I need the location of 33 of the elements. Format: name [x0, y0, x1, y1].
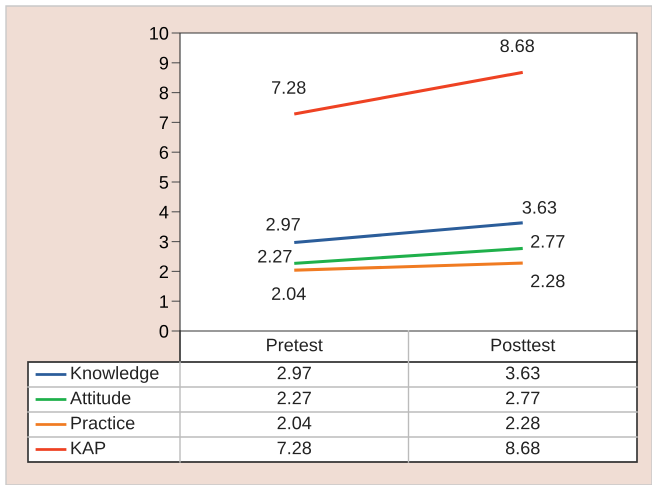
legend-label: Knowledge — [71, 366, 159, 383]
data-label: 2.77 — [506, 392, 540, 404]
y-tick-label: 4 — [159, 206, 168, 218]
data-label: 2.04 — [278, 416, 312, 430]
legend-label: Practice — [71, 416, 134, 430]
y-tick-label: 8 — [160, 86, 168, 100]
annotation: 7.28 — [272, 81, 306, 94]
data-label: 2.97 — [278, 366, 311, 380]
annotation: 2.97 — [266, 218, 300, 231]
annotation: 3.63 — [522, 201, 556, 214]
y-tick-label: 3 — [160, 236, 168, 248]
legend-label: Attitude — [70, 391, 130, 404]
legend-label: KAP — [71, 442, 106, 454]
annotation: 8.68 — [500, 39, 534, 52]
data-label: 8.68 — [506, 442, 540, 454]
y-tick-label: 9 — [160, 56, 168, 70]
y-tick-label: 7 — [160, 116, 168, 129]
x-tick-label: Posttest — [492, 338, 556, 352]
data-label: 2.28 — [506, 416, 540, 430]
annotation: 2.27 — [258, 250, 292, 262]
annotation: 2.77 — [531, 234, 564, 248]
data-label: 7.28 — [278, 442, 312, 454]
y-tick-label: 5 — [160, 176, 168, 189]
annotation: 2.28 — [531, 274, 565, 288]
y-tick-label: 1 — [160, 295, 168, 308]
y-tick-label: 10 — [150, 26, 168, 40]
y-tick-label: 0 — [160, 324, 168, 338]
data-label: 2.27 — [278, 392, 311, 404]
data-label: 3.63 — [506, 366, 540, 380]
y-tick-label: 6 — [160, 146, 168, 159]
x-tick-label: Pretest — [267, 338, 323, 352]
annotation: 2.04 — [272, 287, 306, 300]
y-tick-label: 2 — [160, 265, 168, 278]
